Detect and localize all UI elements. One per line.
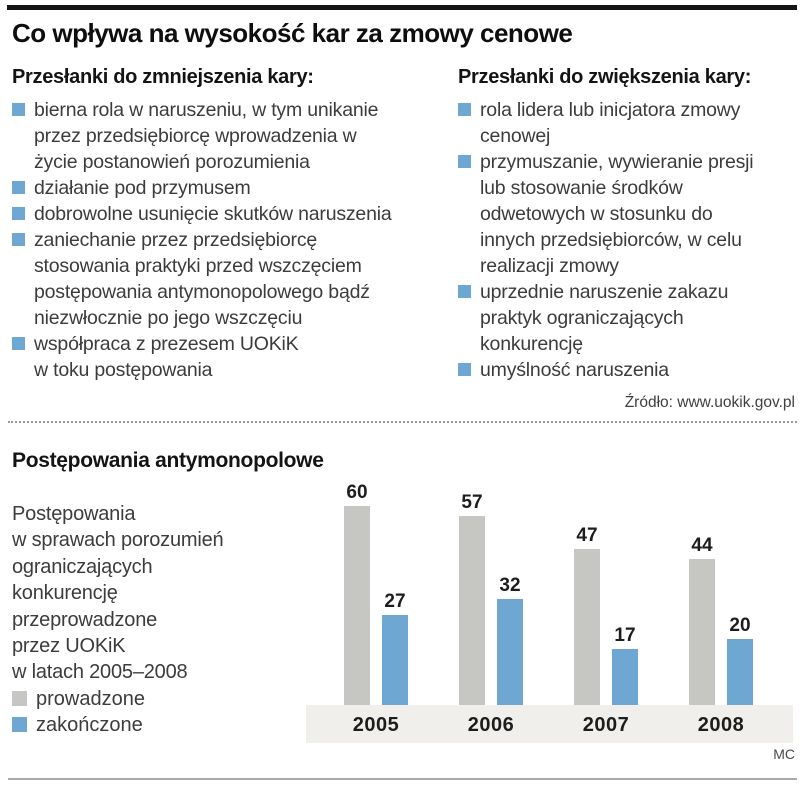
bar-value-label: 17 <box>614 625 636 646</box>
bar-zakonczone <box>612 649 638 705</box>
bar-value-label: 57 <box>461 492 483 513</box>
bullet-square-icon <box>458 155 471 168</box>
page-title: Co wpływa na wysokość kar za zmowy cenow… <box>12 18 573 48</box>
list-item: działanie pod przymusem <box>12 175 457 201</box>
x-axis-year-label: 2007 <box>582 714 630 736</box>
list-item: przymuszanie, wywieranie presji lub stos… <box>458 149 798 279</box>
source-note: Źródło: www.uokik.gov.pl <box>624 394 795 411</box>
bar-value-label: 60 <box>346 482 368 503</box>
bullet-square-icon <box>12 181 25 194</box>
list-item-text: rola lidera lub inicjatora zmowy cenowej <box>480 99 741 147</box>
list-item-text: umyślność naruszenia <box>480 359 669 381</box>
bar-prowadzone <box>344 506 370 705</box>
bar-value-label: 44 <box>691 535 713 556</box>
legend-swatch-gray-icon <box>12 691 27 706</box>
chart-description: Postępowania w sprawach porozumień ogran… <box>12 503 224 684</box>
x-axis-band <box>306 705 793 743</box>
list-item: dobrowolne usunięcie skutków naruszenia <box>12 201 457 227</box>
bullet-square-icon <box>458 363 471 376</box>
list-item-text: dobrowolne usunięcie skutków naruszenia <box>34 203 392 225</box>
list-item-text: działanie pod przymusem <box>34 177 251 199</box>
bar-value-label: 32 <box>499 575 521 596</box>
bar-zakonczone <box>727 639 753 705</box>
mitigating-list: bierna rola w naruszeniu, w tym unikanie… <box>12 97 457 383</box>
bar-prowadzone <box>574 549 600 705</box>
chart-legend: prowadzone zakończone <box>12 686 145 738</box>
bar-value-label: 27 <box>384 591 406 612</box>
bottom-rule <box>8 778 797 780</box>
bar-prowadzone <box>689 559 715 705</box>
list-item-text: uprzednie naruszenie zakazu praktyk ogra… <box>480 281 729 355</box>
bar-value-label: 47 <box>576 525 598 546</box>
list-item: współpraca z prezesem UOKiK w toku postę… <box>12 331 457 383</box>
legend-label: zakończone <box>36 714 143 736</box>
bar-value-label: 20 <box>729 615 751 636</box>
bullet-square-icon <box>458 285 471 298</box>
chart-plot: 60 27 2005 57 32 2006 47 17 2007 44 20 2008 <box>306 482 793 743</box>
legend-swatch-blue-icon <box>12 717 27 732</box>
bar-zakonczone <box>382 615 408 705</box>
aggravating-heading: Przesłanki do zwiększenia kary: <box>458 66 752 88</box>
x-axis-year-label: 2008 <box>697 714 745 736</box>
list-item-text: przymuszanie, wywieranie presji lub stos… <box>480 151 754 277</box>
x-axis-year-label: 2005 <box>352 714 400 736</box>
legend-label: prowadzone <box>36 688 145 710</box>
mitigating-heading: Przesłanki do zmniejszenia kary: <box>12 66 314 88</box>
legend-item-zakonczone: zakończone <box>12 712 145 738</box>
bar-zakonczone <box>497 599 523 705</box>
bullet-square-icon <box>12 103 25 116</box>
bullet-square-icon <box>12 207 25 220</box>
list-item-text: bierna rola w naruszeniu, w tym unikanie… <box>34 99 379 173</box>
top-rule <box>7 5 797 10</box>
aggravating-list: rola lidera lub inicjatora zmowy cenowej… <box>458 97 798 383</box>
list-item: bierna rola w naruszeniu, w tym unikanie… <box>12 97 457 175</box>
bullet-square-icon <box>458 103 471 116</box>
chart-section-heading: Postępowania antymonopolowe <box>12 449 324 472</box>
bar-prowadzone <box>459 516 485 705</box>
list-item: rola lidera lub inicjatora zmowy cenowej <box>458 97 798 149</box>
dotted-divider <box>8 421 797 423</box>
credit: MC <box>773 746 795 762</box>
list-item-text: współpraca z prezesem UOKiK w toku postę… <box>34 333 299 381</box>
x-axis-year-label: 2006 <box>467 714 515 736</box>
list-item-text: zaniechanie przez przedsiębiorcę stosowa… <box>34 229 370 329</box>
bullet-square-icon <box>12 233 25 246</box>
list-item: zaniechanie przez przedsiębiorcę stosowa… <box>12 227 457 331</box>
list-item: uprzednie naruszenie zakazu praktyk ogra… <box>458 279 798 357</box>
legend-item-prowadzone: prowadzone <box>12 686 145 712</box>
list-item: umyślność naruszenia <box>458 357 798 383</box>
bullet-square-icon <box>12 337 25 350</box>
